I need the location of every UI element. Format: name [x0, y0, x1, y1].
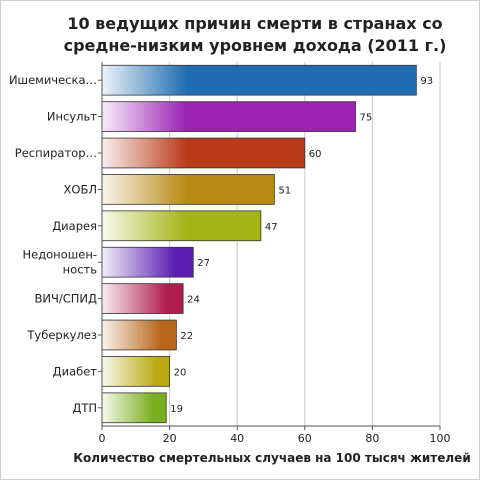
bar [101, 174, 275, 205]
category-label: Туберкулез [26, 328, 97, 342]
bar [101, 210, 262, 242]
category-label: Диарея [52, 219, 97, 233]
category-label: ДТП [72, 401, 97, 415]
category-label: ХОБЛ [64, 182, 97, 196]
bar [101, 356, 170, 387]
x-tick-label: 40 [230, 432, 244, 445]
bar-value-label: 27 [197, 258, 210, 269]
bar [101, 137, 306, 169]
bar-value-label: 60 [309, 149, 322, 160]
bar-value-label: 20 [174, 367, 187, 378]
x-tick-label: 100 [430, 432, 451, 445]
bar-value-label: 75 [360, 113, 373, 124]
bar-value-label: 24 [187, 295, 200, 306]
x-tick-label: 60 [298, 432, 312, 445]
bar [101, 283, 184, 314]
bar [101, 319, 177, 351]
category-label: Недоношен- [22, 248, 97, 262]
x-axis-label: Количество смертельных случаев на 100 ты… [73, 451, 470, 465]
category-label: Ишемическа… [9, 73, 97, 87]
bar [101, 392, 167, 424]
chart-title: 10 ведущих причин смерти в странах со ср… [63, 14, 447, 55]
bar [101, 101, 356, 132]
category-label: Диабет [53, 364, 98, 378]
bar-value-label: 19 [170, 404, 183, 415]
bar [101, 246, 194, 278]
x-tick-label: 20 [163, 432, 177, 445]
category-label: ность [63, 263, 98, 277]
x-tick-label: 0 [99, 432, 106, 445]
bar-value-label: 93 [420, 76, 433, 87]
category-label: Респиратор… [15, 146, 97, 160]
category-label: Инсульт [47, 110, 97, 124]
x-tick-label: 80 [365, 432, 379, 445]
bar-value-label: 22 [180, 331, 193, 342]
bar-value-label: 47 [265, 222, 278, 233]
category-label: ВИЧ/СПИД [34, 292, 97, 306]
bar [101, 64, 417, 96]
bar-value-label: 51 [278, 185, 291, 196]
